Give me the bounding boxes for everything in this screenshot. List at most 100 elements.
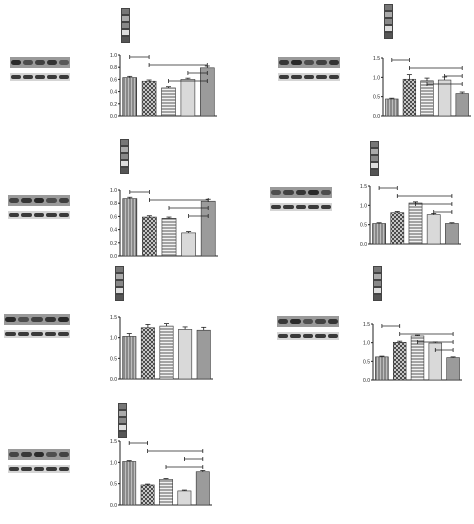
blot-band: [302, 319, 314, 324]
y-tick-label: 0.5: [360, 223, 367, 229]
y-tick-label: 1.5: [110, 439, 117, 445]
bar: [446, 357, 460, 381]
legend-swatch: [373, 287, 382, 294]
legend-swatch: [120, 146, 129, 153]
blot-band: [46, 198, 57, 203]
legend-swatch: [370, 148, 379, 155]
panel-5: 0.0 0.5 1.0 1.5: [0, 262, 237, 393]
y-tick-label: 0.4: [110, 90, 117, 96]
y-tick-label: 0.5: [363, 359, 370, 365]
legend-swatch: [118, 417, 127, 424]
blot-band: [59, 75, 69, 79]
blot-band: [327, 334, 338, 338]
legend-swatch: [115, 273, 124, 280]
bar: [385, 98, 399, 117]
bar: [122, 77, 137, 117]
blot-band: [33, 467, 45, 471]
blot-band: [308, 190, 319, 195]
bar-chart: 0.0 0.5 1.0 1.5: [373, 56, 471, 120]
y-tick-label: 1.0: [373, 75, 380, 81]
blot-band: [21, 213, 32, 217]
y-tick-label: 1.0: [110, 336, 117, 342]
western-blot-image: [8, 449, 70, 473]
blot-band: [21, 452, 32, 457]
bar: [200, 67, 215, 117]
blot-band: [57, 317, 69, 322]
blot-band: [18, 332, 30, 336]
y-tick-label: 0.8: [110, 201, 117, 207]
blot-band: [303, 75, 315, 79]
bar: [428, 342, 443, 381]
bar: [140, 484, 155, 506]
bar: [178, 329, 193, 380]
y-tick-label: 0.0: [363, 378, 370, 384]
y-tick-label: 0.5: [373, 95, 380, 101]
blot-band: [302, 334, 314, 338]
blot-band: [291, 60, 302, 65]
blot-band: [46, 213, 57, 217]
blot-band: [21, 198, 32, 203]
blot-band: [315, 319, 326, 324]
blot-band: [58, 467, 69, 471]
y-tick-label: 1.5: [373, 56, 380, 62]
blot-band: [316, 75, 327, 79]
legend-swatch: [118, 410, 127, 417]
legend-swatch: [384, 32, 393, 39]
bar: [392, 341, 407, 381]
blot-band: [44, 332, 56, 336]
blot-band: [44, 317, 56, 322]
western-blot-image: [270, 187, 332, 211]
blot-band: [33, 198, 45, 203]
legend-swatch: [121, 22, 130, 29]
blot-band: [9, 213, 20, 217]
bar: [408, 202, 423, 245]
bar: [142, 216, 157, 257]
legend-swatch: [370, 155, 379, 162]
legend-swatch: [120, 139, 129, 146]
blot-band: [46, 452, 57, 457]
blot-band: [5, 332, 17, 336]
blot-band: [328, 75, 339, 79]
panel-4: 0.0 0.5 1.0 1.5: [237, 131, 474, 262]
blot-band: [315, 334, 326, 338]
bar: [161, 218, 177, 257]
legend-swatch: [120, 153, 129, 160]
blot-band: [291, 75, 302, 79]
bar-chart: 0.0 0.5 1.0 1.5: [110, 315, 213, 383]
blot-band: [9, 198, 20, 203]
legend-swatch: [121, 29, 130, 36]
panel-3: 0.0 0.2 0.4 0.6 0.8 1.0: [0, 131, 237, 262]
blot-band: [295, 205, 307, 209]
western-blot-image: [10, 57, 70, 81]
legend-swatch: [373, 280, 382, 287]
y-tick-label: 0.0: [110, 254, 117, 260]
blot-band: [11, 60, 21, 65]
y-tick-label: 0.6: [110, 214, 117, 220]
bar: [122, 336, 137, 380]
bar-chart: 0.0 0.2 0.4 0.6 0.8 1.0: [110, 188, 218, 260]
legend-swatch: [121, 15, 130, 22]
blot-band: [21, 467, 32, 471]
legend-swatch: [121, 36, 130, 43]
blot-band: [271, 190, 282, 195]
y-tick-label: 0.2: [110, 241, 117, 247]
bar-chart: 0.0 0.2 0.4 0.6 0.8 1.0: [110, 53, 217, 120]
y-tick-label: 0.0: [110, 114, 117, 120]
legend-swatch: [121, 8, 130, 15]
blot-band: [303, 60, 315, 65]
bar: [195, 471, 210, 506]
blot-band: [11, 75, 21, 79]
legend-swatch: [370, 141, 379, 148]
bar: [122, 461, 137, 506]
blot-band: [9, 452, 20, 457]
blot-band: [47, 75, 57, 79]
blot-band: [23, 75, 33, 79]
legend-swatch: [373, 294, 382, 301]
blot-band: [18, 317, 30, 322]
blot-band: [31, 317, 43, 322]
y-tick-label: 1.0: [110, 53, 117, 59]
blot-band: [283, 190, 294, 195]
y-tick-label: 0.5: [110, 356, 117, 362]
bar: [437, 79, 452, 117]
western-blot-image: [8, 195, 70, 219]
